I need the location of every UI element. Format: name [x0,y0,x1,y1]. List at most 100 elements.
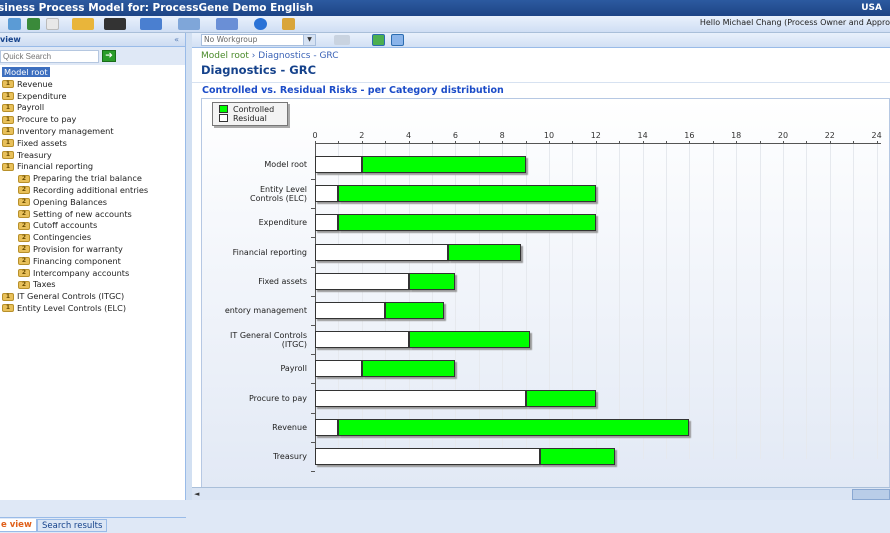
tree-node-preparing-trial-balance[interactable]: 2 Preparing the trial balance [0,173,185,185]
y-tick [311,383,315,385]
gridline [666,143,667,459]
refresh-icon[interactable] [372,34,385,46]
bar-residual[interactable] [315,156,362,173]
category-label: Fixed assets [258,276,307,286]
legend-label: Residual [233,114,267,123]
tree-node-cutoff-accounts[interactable]: 2 Cutoff accounts [0,220,185,232]
bar-residual[interactable] [315,272,409,290]
breadcrumb-root-link[interactable]: Model root [201,51,249,61]
bar-residual[interactable] [315,360,362,378]
folder-icon: 2 [18,210,30,219]
category-label: Entity Level Controls (ELC) [250,184,307,203]
bar-controlled[interactable] [448,243,521,261]
go-arrow-icon[interactable]: ➔ [102,50,116,62]
locale-selector[interactable]: USA [861,3,882,13]
category-label: Revenue [272,422,307,432]
bar-controlled[interactable] [338,418,690,436]
exit-icon[interactable] [282,18,295,30]
workflow-icon[interactable] [178,18,200,30]
gridline [876,143,878,459]
help-icon[interactable] [254,18,267,30]
horizontal-scrollbar[interactable]: ◄ [192,487,890,500]
legend-item-controlled: Controlled [219,105,274,114]
tree-node-itgc[interactable]: 1 IT General Controls (ITGC) [0,291,185,303]
gridline [783,143,784,459]
axis-tick [712,141,714,144]
tree-node-intercompany-accounts[interactable]: 2 Intercompany accounts [0,268,185,280]
hierarchy-icon[interactable] [27,18,40,30]
bar-residual[interactable] [315,418,339,436]
bar-controlled[interactable] [525,389,596,407]
bar-residual[interactable] [315,185,339,203]
tree-node-fixed-assets[interactable]: 1 Fixed assets [0,138,185,150]
chevron-down-icon[interactable]: ▼ [303,35,315,45]
tree-node-inventory-management[interactable]: 1 Inventory management [0,126,185,138]
folder-icon: 2 [18,257,30,266]
bar-residual[interactable] [315,448,540,465]
gridline [502,143,504,459]
tree-node-taxes[interactable]: 2 Taxes [0,279,185,291]
tree-node-elc[interactable]: 1 Entity Level Controls (ELC) [0,303,185,315]
tab-tree-view[interactable]: e view [0,519,37,532]
tree-node-financing-component[interactable]: 2 Financing component [0,256,185,268]
legend-item-residual: Residual [219,114,267,123]
x-tick-label: 16 [684,131,695,140]
user-icon[interactable] [216,18,238,30]
tree-node-label: Preparing the trial balance [33,173,142,184]
tree-node-label: Financing component [33,255,121,266]
reports-chart-icon[interactable] [140,18,162,30]
bar-residual[interactable] [315,389,526,407]
panel-splitter[interactable] [186,33,192,500]
workgroup-select[interactable]: No Workgroup ▼ [201,34,316,46]
tree-node-financial-reporting[interactable]: 1 Financial reporting [0,161,185,173]
bar-residual[interactable] [315,331,409,349]
bar-residual[interactable] [315,302,386,319]
bar-controlled[interactable] [361,156,526,173]
bar-controlled[interactable] [338,214,596,232]
settings-menu-icon[interactable] [72,18,94,30]
gridline [619,143,621,459]
axis-tick [572,141,574,144]
chart-legend: Controlled Residual [212,102,288,126]
tree-node-procure-to-pay[interactable]: 1 Procure to pay [0,114,185,126]
model-icon[interactable] [8,18,21,30]
tree-node-setting-new-accounts[interactable]: 2 Setting of new accounts [0,209,185,221]
tree-node-provision-for-warranty[interactable]: 2 Provision for warranty [0,244,185,256]
breadcrumb-separator: › [248,51,259,61]
tree-node-expenditure[interactable]: 1 Expenditure [0,91,185,103]
gridline [689,143,691,459]
document-icon[interactable] [46,18,59,30]
chat-icon[interactable] [334,35,350,45]
binoculars-icon[interactable] [104,18,126,30]
tree-node-opening-balances[interactable]: 2 Opening Balances [0,197,185,209]
x-tick-label: 4 [406,131,412,140]
tree-node-revenue[interactable]: 1 Revenue [0,79,185,91]
tree-node-model-root[interactable]: Model root [0,67,185,79]
tree-node-payroll[interactable]: 1 Payroll [0,102,185,114]
scrollbar-thumb[interactable] [852,489,890,500]
tree-node-treasury[interactable]: 1 Treasury [0,150,185,162]
bar-controlled[interactable] [408,331,531,349]
y-tick [311,295,315,297]
tree-node-recording-additional-entries[interactable]: 2 Recording additional entries [0,185,185,197]
export-icon[interactable] [391,34,404,46]
model-tree: Model root 1 Revenue 1 Expenditure 1 Payrol… [0,67,185,315]
chart-title: Controlled vs. Residual Risks - per Cate… [202,85,504,96]
bar-controlled[interactable] [385,302,444,319]
gridline [853,143,855,459]
bar-controlled[interactable] [539,448,615,465]
tree-node-contingencies[interactable]: 2 Contingencies [0,232,185,244]
axis-tick [361,141,363,144]
bar-controlled[interactable] [408,272,456,290]
tree-node-label: Intercompany accounts [33,267,130,278]
bar-controlled[interactable] [361,360,456,378]
quick-search-input[interactable] [0,50,99,63]
bar-residual[interactable] [315,243,449,261]
y-tick [311,266,315,268]
scroll-left-icon[interactable]: ◄ [194,490,200,498]
bar-controlled[interactable] [338,185,596,203]
breadcrumb-current[interactable]: Diagnostics - GRC [258,51,339,61]
tab-search-results[interactable]: Search results [37,519,108,532]
collapse-icon[interactable]: « [174,35,179,44]
bar-residual[interactable] [315,214,339,232]
